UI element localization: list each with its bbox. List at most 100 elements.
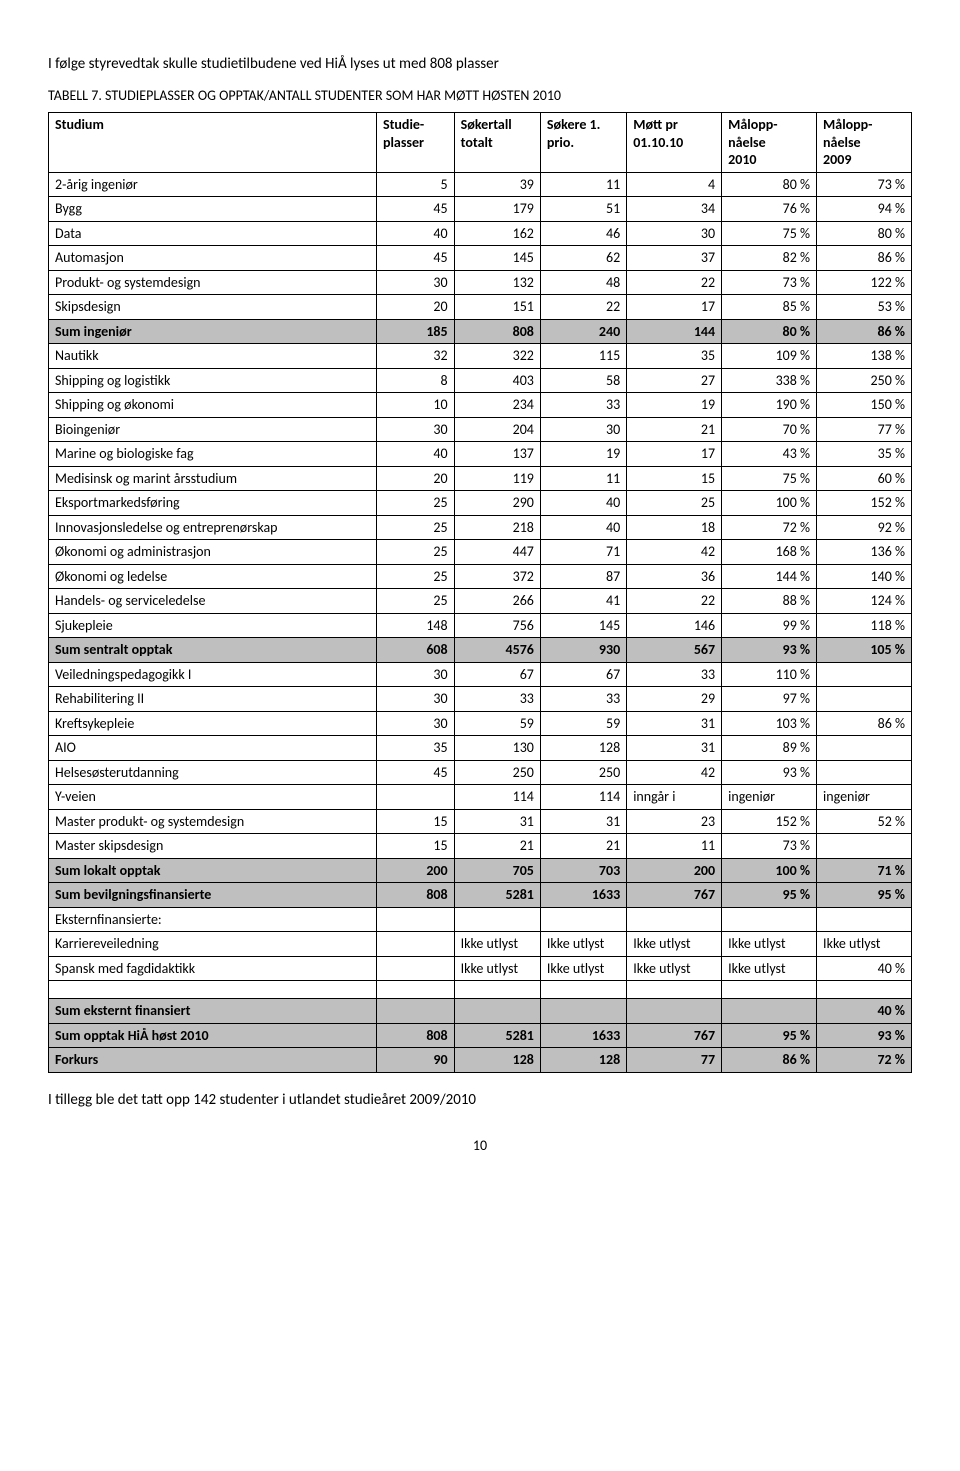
cell: 15 xyxy=(376,834,454,859)
cell: ingeniør xyxy=(722,785,817,810)
cell: 93 % xyxy=(817,1023,912,1048)
cell: 110 % xyxy=(722,662,817,687)
cell xyxy=(722,907,817,932)
cell: 31 xyxy=(454,809,540,834)
cell: 58 xyxy=(540,368,626,393)
cell: 30 xyxy=(376,662,454,687)
row-label: Spansk med fagdidaktikk xyxy=(49,956,377,981)
cell: 34 xyxy=(627,197,722,222)
col-header: Søkere 1. prio. xyxy=(540,113,626,173)
table-row-sum: Sum ingeniør18580824014480 %86 % xyxy=(49,319,912,344)
col-header: Studie- plasser xyxy=(376,113,454,173)
table-row-sum: Sum opptak HiÅ høst 20108085281163376795… xyxy=(49,1023,912,1048)
cell: 338 % xyxy=(722,368,817,393)
cell: 86 % xyxy=(817,319,912,344)
cell: 15 xyxy=(376,809,454,834)
empty-cell xyxy=(627,981,722,999)
cell: Ikke utlyst xyxy=(817,932,912,957)
table-row: Eksternfinansierte: xyxy=(49,907,912,932)
table-row: Nautikk3232211535109 %138 % xyxy=(49,344,912,369)
col-header: Søkertall totalt xyxy=(454,113,540,173)
cell: 138 % xyxy=(817,344,912,369)
cell: 20 xyxy=(376,466,454,491)
cell: 151 xyxy=(454,295,540,320)
cell: 567 xyxy=(627,638,722,663)
cell: 100 % xyxy=(722,491,817,516)
cell: 144 % xyxy=(722,564,817,589)
cell: 21 xyxy=(540,834,626,859)
row-label: Medisinsk og marint årsstudium xyxy=(49,466,377,491)
cell: 150 % xyxy=(817,393,912,418)
cell: 372 xyxy=(454,564,540,589)
cell: 15 xyxy=(627,466,722,491)
table-row: Sjukepleie14875614514699 %118 % xyxy=(49,613,912,638)
cell: 52 % xyxy=(817,809,912,834)
cell xyxy=(817,760,912,785)
table-row: Master produkt- og systemdesign153131231… xyxy=(49,809,912,834)
row-label: Veiledningspedagogikk I xyxy=(49,662,377,687)
row-label: Master produkt- og systemdesign xyxy=(49,809,377,834)
col-header-studium: Studium xyxy=(49,113,377,173)
cell: 40 xyxy=(376,221,454,246)
cell: 48 xyxy=(540,270,626,295)
row-label: Økonomi og ledelse xyxy=(49,564,377,589)
table-row-sum: Sum eksternt finansiert40 % xyxy=(49,999,912,1024)
cell: 73 % xyxy=(722,270,817,295)
cell: 132 xyxy=(454,270,540,295)
cell: 22 xyxy=(627,270,722,295)
row-label: Sum ingeniør xyxy=(49,319,377,344)
cell: 90 xyxy=(376,1048,454,1073)
cell: 42 xyxy=(627,540,722,565)
cell: 86 % xyxy=(722,1048,817,1073)
cell xyxy=(627,907,722,932)
row-label: Sum lokalt opptak xyxy=(49,858,377,883)
table-row: Eksportmarkedsføring252904025100 %152 % xyxy=(49,491,912,516)
cell: 703 xyxy=(540,858,626,883)
cell: 5281 xyxy=(454,883,540,908)
table-body: 2-årig ingeniør53911480 %73 %Bygg4517951… xyxy=(49,172,912,1072)
cell: 152 % xyxy=(722,809,817,834)
cell: 32 xyxy=(376,344,454,369)
cell: 808 xyxy=(454,319,540,344)
cell: 25 xyxy=(376,491,454,516)
cell xyxy=(376,785,454,810)
cell: 93 % xyxy=(722,638,817,663)
row-label: Produkt- og systemdesign xyxy=(49,270,377,295)
cell: 322 xyxy=(454,344,540,369)
cell: 31 xyxy=(540,809,626,834)
cell: 40 xyxy=(376,442,454,467)
col-header: Målopp- nåelse 2009 xyxy=(817,113,912,173)
cell: 30 xyxy=(627,221,722,246)
cell: 128 xyxy=(454,1048,540,1073)
row-label: Rehabilitering II xyxy=(49,687,377,712)
row-label: Handels- og serviceledelse xyxy=(49,589,377,614)
cell: 8 xyxy=(376,368,454,393)
row-label: Automasjon xyxy=(49,246,377,271)
cell xyxy=(817,736,912,761)
cell: 18 xyxy=(627,515,722,540)
cell xyxy=(817,907,912,932)
cell: 33 xyxy=(454,687,540,712)
cell: Ikke utlyst xyxy=(454,956,540,981)
cell xyxy=(376,932,454,957)
cell: 250 % xyxy=(817,368,912,393)
cell: 46 xyxy=(540,221,626,246)
cell: 95 % xyxy=(817,883,912,908)
cell: 200 xyxy=(376,858,454,883)
cell: 92 % xyxy=(817,515,912,540)
cell: 137 xyxy=(454,442,540,467)
cell: 23 xyxy=(627,809,722,834)
cell: 130 xyxy=(454,736,540,761)
cell: 31 xyxy=(627,736,722,761)
cell: 250 xyxy=(540,760,626,785)
table-row: Master skipsdesign1521211173 % xyxy=(49,834,912,859)
row-label: Økonomi og administrasjon xyxy=(49,540,377,565)
row-label: AIO xyxy=(49,736,377,761)
empty-cell xyxy=(454,981,540,999)
table-row-sum: Sum sentralt opptak608457693056793 %105 … xyxy=(49,638,912,663)
cell: 103 % xyxy=(722,711,817,736)
cell: 124 % xyxy=(817,589,912,614)
cell: 31 xyxy=(627,711,722,736)
cell: 447 xyxy=(454,540,540,565)
cell: 17 xyxy=(627,295,722,320)
